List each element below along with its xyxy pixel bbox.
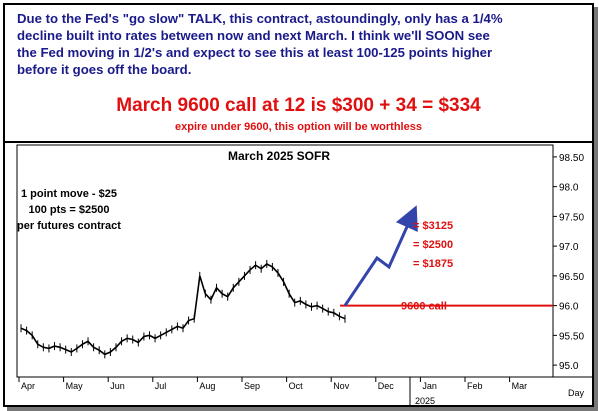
commentary-line-1: Due to the Fed's "go slow" TALK, this co… bbox=[17, 11, 503, 26]
commentary-line-2: decline built into rates between now and… bbox=[17, 28, 490, 43]
option-cost-headline: March 9600 call at 12 is $300 + 34 = $33… bbox=[116, 95, 481, 116]
y-tick-label: 96.50 bbox=[559, 272, 584, 283]
info-point-value: 1 point move - $25 bbox=[21, 188, 117, 200]
x-tick-label: Mar bbox=[512, 381, 528, 391]
y-tick-label: 98.50 bbox=[559, 153, 584, 164]
x-tick-label: Sep bbox=[244, 381, 260, 391]
info-per-contract: per futures contract bbox=[17, 220, 121, 232]
x-tick-label: May bbox=[66, 381, 84, 391]
y-tick-label: 98.0 bbox=[559, 183, 579, 194]
info-100-points: 100 pts = $2500 bbox=[28, 204, 109, 216]
x-axis-unit-label: Day bbox=[568, 388, 585, 398]
sofr-chart: March 2025 SOFR 98.5098.097.5097.096.509… bbox=[16, 144, 592, 405]
commentary-line-3: the Fed moving in 1/2's and expect to se… bbox=[17, 45, 493, 60]
price-series-points bbox=[20, 259, 346, 359]
chart-frame: Due to the Fed's "go slow" TALK, this co… bbox=[3, 3, 594, 407]
x-axis-year-label: 2025 bbox=[415, 396, 435, 405]
commentary-line-4: before it goes off the board. bbox=[17, 62, 192, 77]
y-tick-label: 96.0 bbox=[559, 302, 579, 313]
commentary-header: Due to the Fed's "go slow" TALK, this co… bbox=[5, 5, 592, 141]
x-tick-label: Apr bbox=[21, 381, 35, 391]
y-tick-label: 97.50 bbox=[559, 212, 584, 223]
target-1875: = $1875 bbox=[413, 258, 453, 270]
header-divider bbox=[5, 141, 592, 143]
x-tick-label: Jul bbox=[155, 381, 167, 391]
x-axis-ticks: Apr May Jun Jul Aug Sep Oct Nov Dec Jan Feb Mar bbox=[18, 377, 528, 391]
plot-area bbox=[16, 144, 554, 378]
y-axis-ticks: 98.50 98.0 97.50 97.0 96.50 96.0 95.50 95.0 bbox=[553, 153, 584, 372]
target-3125: = $3125 bbox=[413, 220, 453, 232]
x-tick-label: Oct bbox=[289, 381, 304, 391]
strike-label: 9600 call bbox=[401, 301, 447, 313]
target-2500: = $2500 bbox=[413, 239, 453, 251]
x-tick-label: Jan bbox=[422, 381, 437, 391]
y-tick-label: 95.0 bbox=[559, 361, 579, 372]
x-tick-label: Jun bbox=[110, 381, 125, 391]
chart-title: March 2025 SOFR bbox=[228, 149, 330, 163]
y-tick-label: 95.50 bbox=[559, 331, 584, 342]
y-tick-label: 97.0 bbox=[559, 242, 579, 253]
price-series-line bbox=[20, 263, 346, 356]
x-tick-label: Dec bbox=[378, 381, 395, 391]
projection-arrow bbox=[343, 205, 418, 307]
x-tick-label: Aug bbox=[199, 381, 215, 391]
expiry-warning: expire under 9600, this option will be w… bbox=[175, 121, 422, 133]
x-tick-label: Feb bbox=[467, 381, 483, 391]
x-tick-label: Nov bbox=[333, 381, 350, 391]
